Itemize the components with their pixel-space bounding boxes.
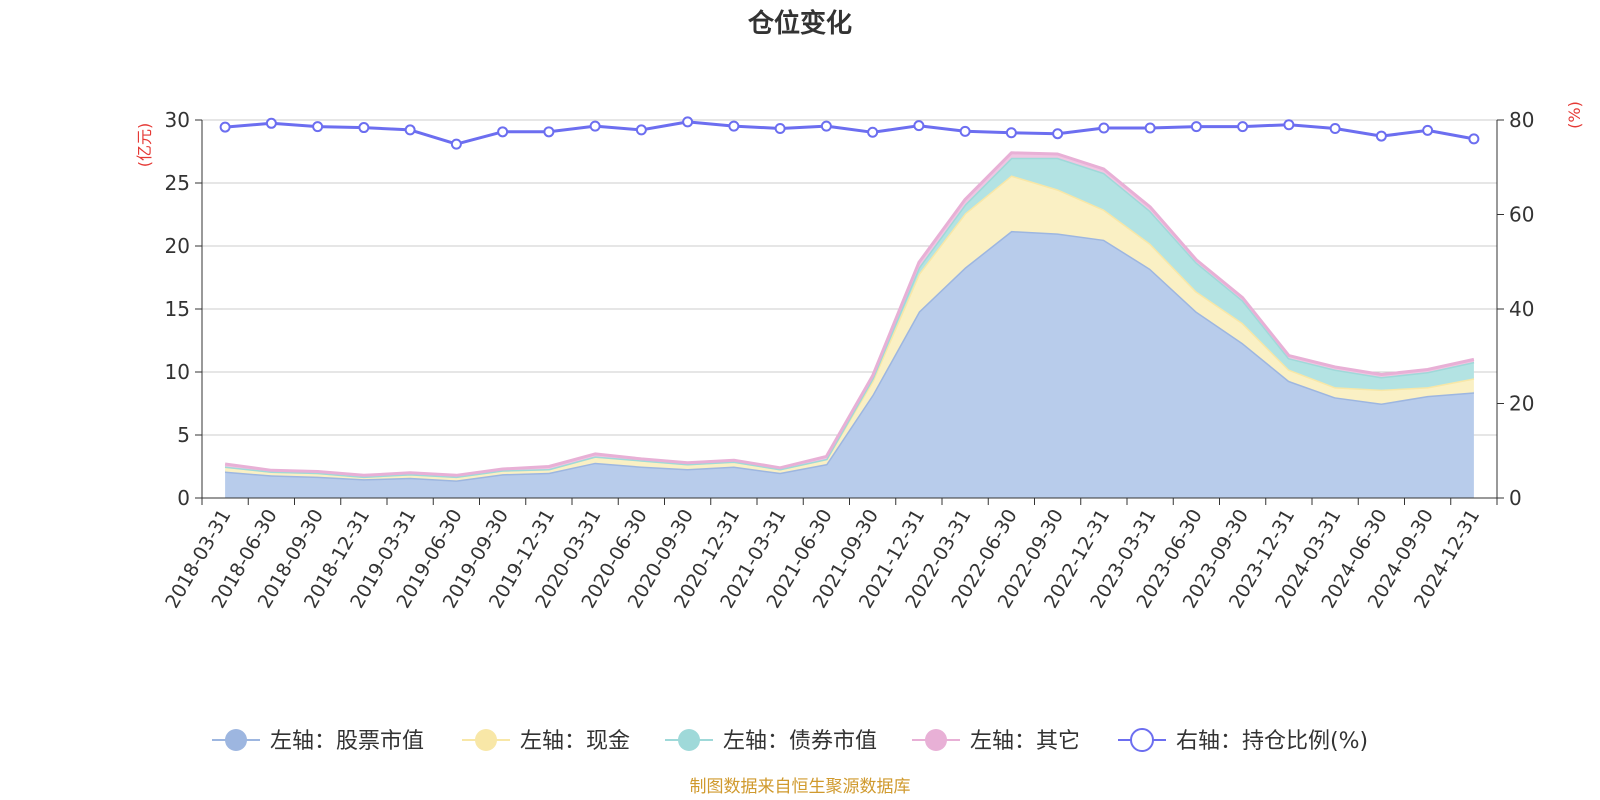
legend-marker: [1130, 728, 1154, 752]
ratio-point: [1190, 121, 1202, 133]
left-axis-tick-label: 0: [177, 486, 190, 510]
ratio-point: [1422, 124, 1434, 136]
left-axis-tick-label: 30: [165, 108, 190, 132]
legend-item: 左轴：现金: [462, 729, 630, 754]
legend-item: 左轴：股票市值: [212, 729, 424, 754]
ratio-point: [312, 121, 324, 133]
ratio-point: [959, 125, 971, 137]
right-axis-unit: (%): [1565, 101, 1584, 129]
stacked-areas: [224, 151, 1475, 498]
ratio-point: [867, 126, 879, 138]
axes: 0510152025300204060802018-03-312018-06-3…: [161, 108, 1534, 612]
area-series-4-edge: [224, 151, 1475, 477]
ratio-point: [728, 120, 740, 132]
ratio-line-path: [224, 120, 1475, 146]
right-axis-tick-label: 20: [1509, 392, 1534, 416]
ratio-point: [1098, 122, 1110, 134]
ratio-point: [635, 124, 647, 136]
ratio-point: [1237, 121, 1249, 133]
right-axis-tick-label: 60: [1509, 203, 1534, 227]
legend-marker: [925, 729, 947, 751]
left-axis-tick-label: 20: [165, 234, 190, 258]
ratio-point: [1005, 127, 1017, 139]
ratio-point: [265, 117, 277, 129]
legend-item: 左轴：其它: [912, 729, 1080, 754]
ratio-point: [820, 120, 832, 132]
right-axis-tick-label: 40: [1509, 297, 1534, 321]
ratio-point: [450, 138, 462, 150]
ratio-line: [219, 116, 1480, 150]
ratio-point: [589, 120, 601, 132]
ratio-point: [1468, 133, 1480, 145]
ratio-point: [913, 120, 925, 132]
ratio-point: [497, 126, 509, 138]
legend: 左轴：股票市值 左轴：现金 左轴：债券市值 左轴：其它 右轴：持仓比例(%): [212, 728, 1368, 754]
ratio-point: [404, 124, 416, 136]
right-axis-tick-label: 80: [1509, 108, 1534, 132]
legend-marker: [225, 729, 247, 751]
data-source-note: 制图数据来自恒生聚源数据库: [690, 777, 911, 797]
ratio-point: [1144, 122, 1156, 134]
area-series-1: [225, 230, 1474, 498]
area-series-2: [225, 175, 1474, 481]
legend-marker: [678, 729, 700, 751]
legend-item: 左轴：债券市值: [665, 729, 877, 754]
ratio-point: [358, 122, 370, 134]
right-axis-tick-label: 0: [1509, 486, 1522, 510]
ratio-point: [1375, 130, 1387, 142]
chart-title: 仓位变化: [747, 8, 852, 39]
ratio-point: [1329, 123, 1341, 135]
legend-label: 左轴：债券市值: [723, 729, 877, 754]
legend-label: 右轴：持仓比例(%): [1176, 729, 1368, 754]
legend-label: 左轴：股票市值: [270, 729, 424, 754]
legend-label: 左轴：现金: [520, 729, 630, 754]
ratio-point: [543, 126, 555, 138]
ratio-point: [219, 121, 231, 133]
left-axis-unit: (亿元): [135, 123, 154, 168]
area-series-3: [225, 157, 1474, 477]
ratio-point: [682, 116, 694, 128]
left-axis-tick-label: 5: [177, 423, 190, 447]
left-axis-tick-label: 10: [165, 360, 190, 384]
left-axis-tick-label: 25: [165, 171, 190, 195]
legend-marker: [475, 729, 497, 751]
ratio-point: [1283, 119, 1295, 131]
legend-item: 右轴：持仓比例(%): [1118, 728, 1368, 754]
left-axis-tick-label: 15: [165, 297, 190, 321]
ratio-point: [1052, 128, 1064, 140]
ratio-point: [774, 123, 786, 135]
legend-label: 左轴：其它: [970, 729, 1080, 754]
